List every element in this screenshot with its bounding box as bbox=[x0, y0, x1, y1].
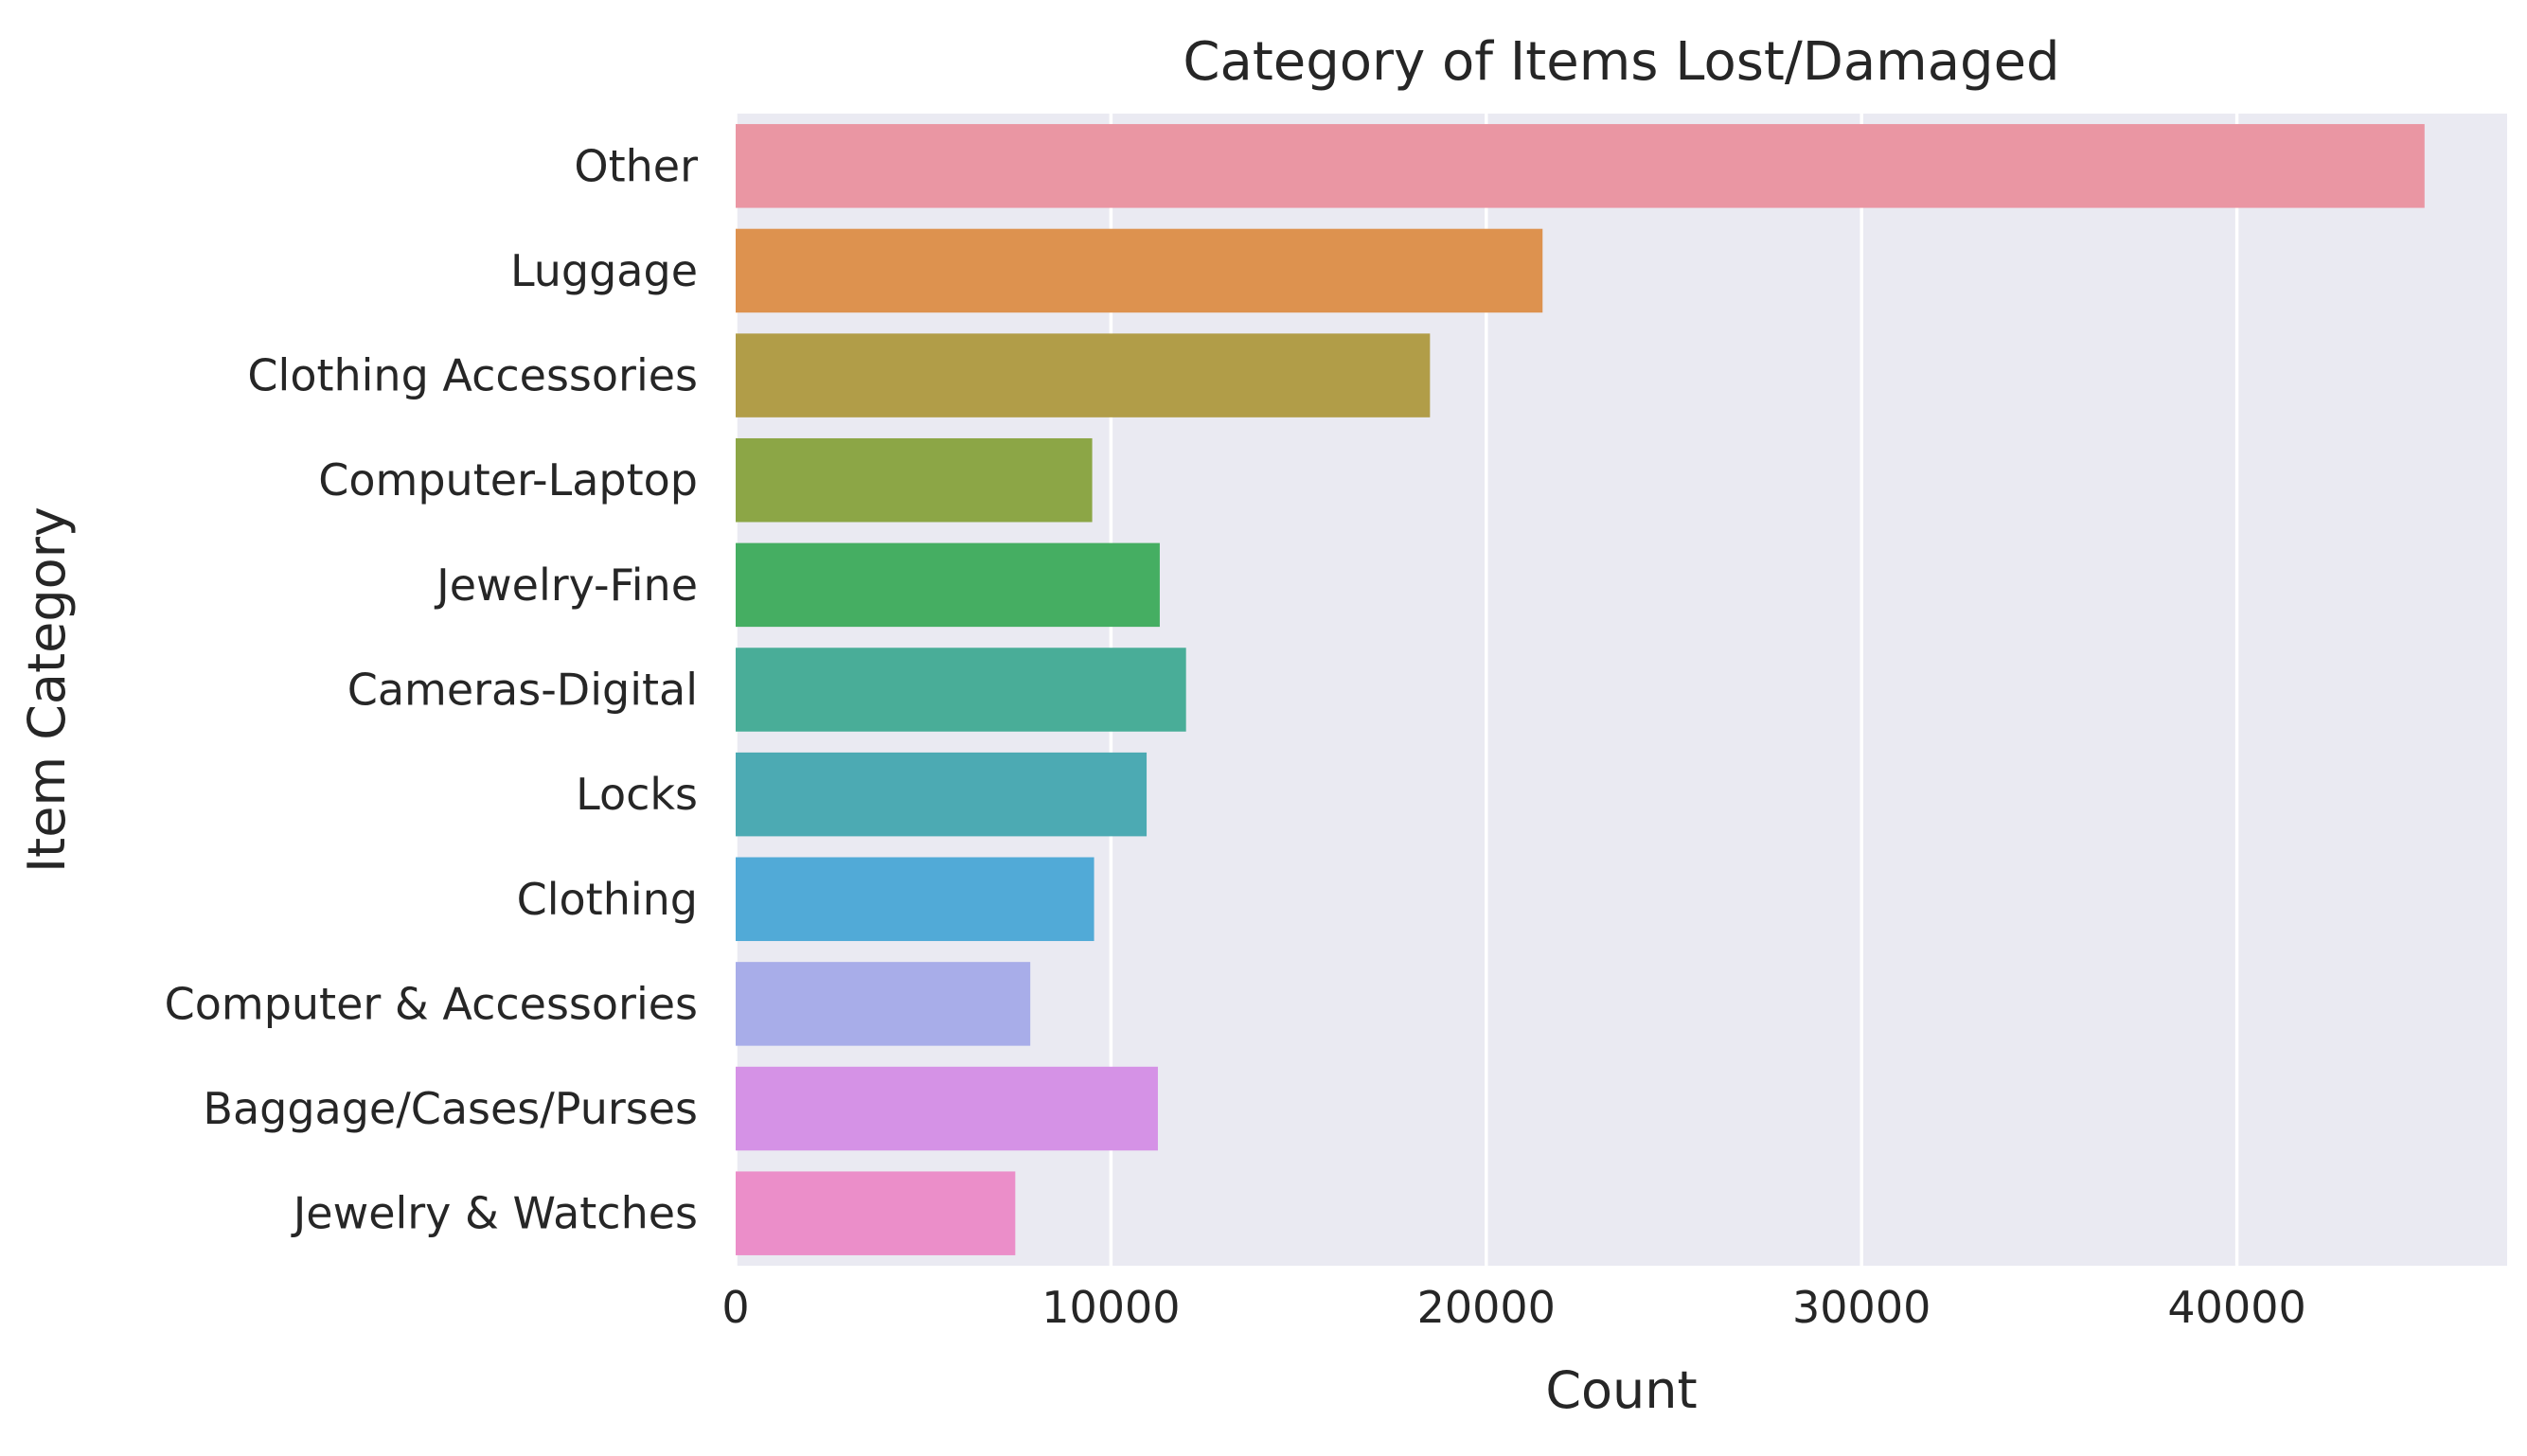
x-axis-label: Count bbox=[1545, 1360, 1697, 1420]
bar bbox=[736, 962, 1031, 1046]
x-tick-label: 30000 bbox=[1792, 1282, 1931, 1333]
bar bbox=[736, 124, 2425, 208]
bar bbox=[736, 228, 1543, 313]
y-tick-label: Clothing Accessories bbox=[247, 350, 698, 401]
chart-title: Category of Items Lost/Damaged bbox=[1183, 31, 2059, 93]
y-tick-label: Computer-Laptop bbox=[318, 454, 698, 506]
y-tick-label: Other bbox=[574, 140, 698, 191]
y-tick-label: Clothing bbox=[517, 874, 698, 925]
bar bbox=[736, 333, 1431, 417]
bar bbox=[736, 1171, 1016, 1255]
bar bbox=[736, 857, 1094, 942]
y-tick-label: Baggage/Cases/Purses bbox=[203, 1083, 698, 1134]
y-tick-label: Cameras-Digital bbox=[347, 665, 698, 716]
x-tick-label: 10000 bbox=[1041, 1282, 1180, 1333]
x-tick-label: 20000 bbox=[1417, 1282, 1556, 1333]
bar bbox=[736, 648, 1186, 732]
bar bbox=[736, 437, 1093, 523]
bars bbox=[736, 124, 2425, 1255]
bar bbox=[736, 542, 1160, 628]
x-tick-labels: 0 10000 20000 30000 40000 bbox=[721, 1282, 2305, 1333]
y-tick-label: Jewelry & Watches bbox=[291, 1188, 698, 1239]
y-tick-labels: Other Luggage Clothing Accessories Computer… bbox=[165, 140, 698, 1238]
y-axis-label: Item Category bbox=[17, 506, 77, 873]
x-tick-label: 40000 bbox=[2167, 1282, 2305, 1333]
bar bbox=[736, 1066, 1158, 1151]
x-tick-label: 0 bbox=[721, 1282, 749, 1333]
bar bbox=[736, 752, 1148, 837]
y-tick-label: Jewelry-Fine bbox=[434, 559, 698, 611]
y-tick-label: Luggage bbox=[510, 245, 698, 296]
y-tick-label: Locks bbox=[576, 769, 698, 820]
y-tick-label: Computer & Accessories bbox=[165, 978, 698, 1029]
